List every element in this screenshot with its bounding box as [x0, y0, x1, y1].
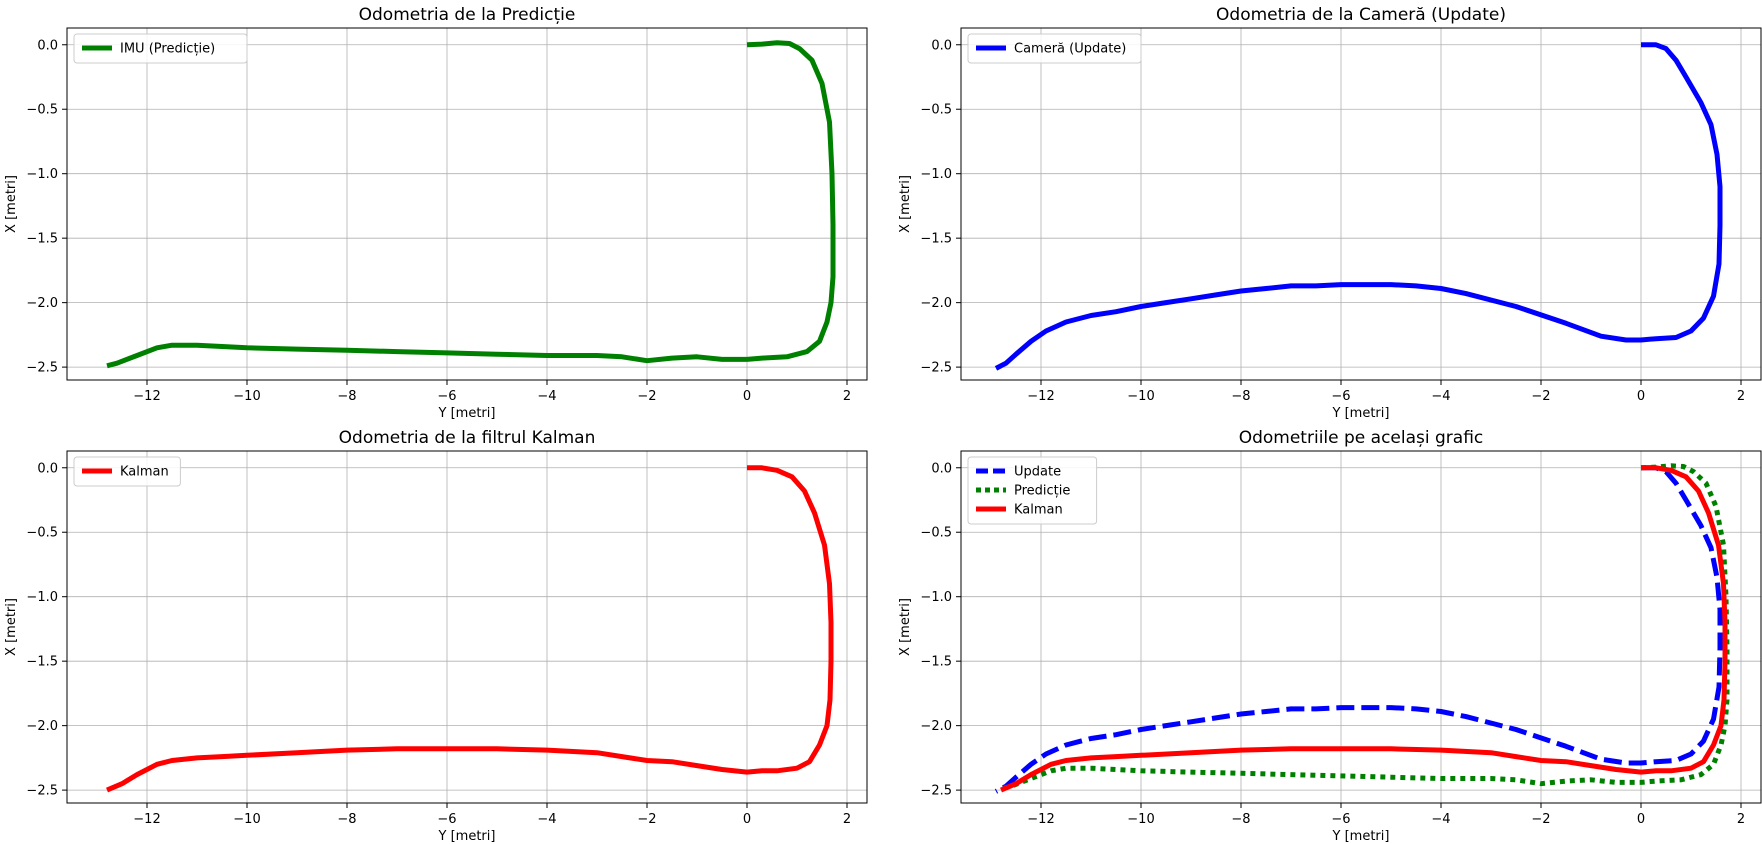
x-tick-label: −4 [537, 389, 556, 404]
legend-box [73, 33, 248, 64]
chart-title: Odometria de la Predicție [359, 5, 576, 25]
x-tick-label: 0 [1637, 389, 1645, 404]
x-tick-label: −8 [337, 812, 356, 827]
y-axis-label: X [metri] [898, 598, 913, 656]
x-tick-label: −10 [1127, 389, 1154, 404]
series-line-camer-update- [994, 42, 1723, 371]
y-tick-label: −1.5 [920, 232, 952, 247]
x-axis-label: Y [metri] [438, 829, 496, 844]
y-tick-label: −2.5 [26, 784, 58, 799]
legend: IMU (Predicție) [73, 33, 248, 64]
y-tick-label: −1.0 [26, 167, 58, 182]
y-tick-label: 0.0 [931, 461, 952, 476]
x-tick-label: −6 [1331, 812, 1350, 827]
plot-frame [960, 450, 1762, 804]
y-tick-label: −0.5 [920, 526, 952, 541]
grid [67, 451, 867, 803]
legend: Kalman [73, 456, 181, 487]
x-tick-label: −12 [1027, 812, 1054, 827]
legend-label: Cameră (Update) [1014, 42, 1126, 57]
y-axis-label: X [metri] [4, 175, 19, 233]
legend: Cameră (Update) [967, 33, 1142, 64]
x-tick-label: −8 [337, 389, 356, 404]
x-tick-label: −2 [637, 389, 656, 404]
chart-panel-4: −12 −10 −8 −6 −4 −2 0 2 0.0 −0.5 −1.0 −1.5 −2.0 −2.5 O… [898, 428, 1762, 844]
grid [67, 28, 867, 380]
y-tick-label: −2.0 [26, 719, 58, 734]
x-tick-label: −10 [233, 389, 260, 404]
y-tick-label: −2.5 [26, 361, 58, 376]
plot-frame [66, 27, 868, 381]
chart-title: Odometriile pe același grafic [1239, 428, 1484, 448]
chart-panel-1: −12 −10 −8 −6 −4 −2 0 2 0.0 −0.5 −1.0 −1.5 −2.0 −2.5 O… [4, 5, 868, 421]
x-tick-label: −4 [1431, 389, 1450, 404]
y-tick-label: −0.5 [26, 103, 58, 118]
y-tick-label: −2.0 [920, 719, 952, 734]
y-tick-label: −1.5 [26, 655, 58, 670]
x-tick-label: 2 [1737, 389, 1745, 404]
x-tick-label: −4 [1431, 812, 1450, 827]
x-tick-label: −12 [1027, 389, 1054, 404]
y-tick-label: 0.0 [37, 38, 58, 53]
y-axis-label: X [metri] [4, 598, 19, 656]
series-line-kalman [106, 465, 834, 793]
series-line-update [994, 465, 1723, 794]
x-tick-label: −8 [1231, 812, 1250, 827]
y-tick-label: −1.0 [920, 167, 952, 182]
series-line-predic-ie [1000, 463, 1730, 792]
y-tick-label: −1.0 [26, 590, 58, 605]
x-axis-label: Y [metri] [1332, 406, 1390, 421]
x-tick-label: −6 [437, 812, 456, 827]
y-tick-label: −0.5 [26, 526, 58, 541]
y-tick-label: −2.0 [26, 296, 58, 311]
x-tick-label: 0 [743, 389, 751, 404]
y-tick-label: −1.0 [920, 590, 952, 605]
chart-panel-2: −12 −10 −8 −6 −4 −2 0 2 0.0 −0.5 −1.0 −1.5 −2.0 −2.5 O… [898, 5, 1762, 421]
x-tick-label: −4 [537, 812, 556, 827]
x-tick-label: 2 [843, 812, 851, 827]
plot-frame [66, 450, 868, 804]
series-line-imu-predic-ie- [106, 40, 836, 369]
y-axis-label: X [metri] [898, 175, 913, 233]
x-tick-label: 2 [843, 389, 851, 404]
x-axis-label: Y [metri] [438, 406, 496, 421]
x-tick-label: −12 [133, 812, 160, 827]
chart-title: Odometria de la Cameră (Update) [1216, 5, 1506, 25]
legend-label: IMU (Predicție) [120, 42, 215, 57]
y-tick-label: 0.0 [37, 461, 58, 476]
legend-label: Kalman [1014, 503, 1063, 518]
x-tick-label: −12 [133, 389, 160, 404]
y-tick-label: −2.5 [920, 784, 952, 799]
grid [961, 28, 1761, 380]
legend-label: Predicție [1014, 484, 1070, 499]
x-tick-label: −6 [437, 389, 456, 404]
y-tick-label: −1.5 [920, 655, 952, 670]
legend-label: Update [1014, 465, 1061, 480]
x-tick-label: −8 [1231, 389, 1250, 404]
chart-panel-3: −12 −10 −8 −6 −4 −2 0 2 0.0 −0.5 −1.0 −1.5 −2.0 −2.5 O… [4, 428, 868, 844]
y-tick-label: −2.5 [920, 361, 952, 376]
x-tick-label: −10 [1127, 812, 1154, 827]
x-axis-label: Y [metri] [1332, 829, 1390, 844]
chart-title: Odometria de la filtrul Kalman [339, 428, 596, 448]
x-tick-label: −6 [1331, 389, 1350, 404]
legend-box [967, 33, 1142, 64]
y-tick-label: −2.0 [920, 296, 952, 311]
legend-label: Kalman [120, 465, 169, 480]
y-tick-label: 0.0 [931, 38, 952, 53]
legend-box [73, 456, 181, 487]
x-tick-label: 0 [743, 812, 751, 827]
y-tick-label: −0.5 [920, 103, 952, 118]
y-tick-label: −1.5 [26, 232, 58, 247]
x-tick-label: −2 [1531, 812, 1550, 827]
x-tick-label: −10 [233, 812, 260, 827]
x-tick-label: 2 [1737, 812, 1745, 827]
legend: Update Predicție Kalman [967, 456, 1098, 525]
x-tick-label: −2 [1531, 389, 1550, 404]
x-tick-label: −2 [637, 812, 656, 827]
plot-frame [960, 27, 1762, 381]
series-line-kalman [1000, 465, 1728, 793]
x-tick-label: 0 [1637, 812, 1645, 827]
